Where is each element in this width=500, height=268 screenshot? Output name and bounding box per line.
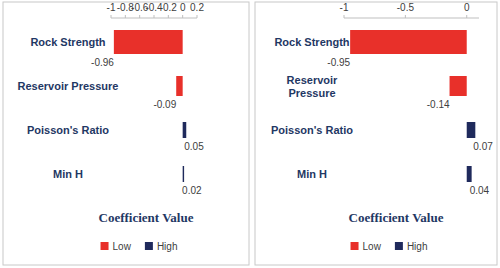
x-tick	[197, 15, 198, 18]
legend-swatch	[351, 242, 359, 250]
legend-label: High	[157, 241, 178, 252]
legend-swatch	[101, 242, 109, 250]
category-label: Min H	[53, 168, 83, 180]
x-axis-title: Coefficient Value	[349, 210, 444, 225]
x-axis-title: Coefficient Value	[99, 210, 194, 225]
category-label: Poisson's Ratio	[271, 124, 353, 136]
bar	[176, 76, 182, 96]
bar	[183, 166, 184, 182]
chart-panel: -1 -0.5 0 Rock Strength ReservoirPressure Poi…	[255, 2, 497, 265]
x-tick	[139, 15, 140, 18]
legend: Low High	[351, 241, 428, 252]
panel-frame	[255, 2, 497, 265]
x-tick-label: -0.2	[160, 2, 178, 13]
x-tick-label: -0.5	[397, 2, 415, 13]
data-labels: -0.96 -0.09 0.05 0.02	[91, 57, 204, 196]
data-label: -0.09	[153, 99, 176, 110]
data-label: -0.95	[327, 57, 350, 68]
data-label: 0.02	[182, 185, 202, 196]
x-tick	[154, 15, 155, 18]
category-label: Rock Strength	[30, 36, 105, 48]
bar	[350, 30, 467, 54]
data-labels: -0.95 -0.14 0.07 0.04	[327, 57, 493, 196]
x-tick	[466, 15, 467, 18]
category-label: Poisson's Ratio	[27, 124, 109, 136]
legend-label: High	[407, 241, 428, 252]
data-label: 0.07	[473, 141, 493, 152]
bar	[114, 30, 183, 54]
x-tick-label: 0.2	[190, 2, 204, 13]
legend-label: Low	[363, 241, 382, 252]
bar	[467, 166, 472, 182]
category-label: Rock Strength	[274, 36, 349, 48]
bars	[350, 30, 475, 182]
category-label: Min H	[297, 168, 327, 180]
chart-panel: -1-0.8-0.6-0.4-0.200.2Rock StrengthReser…	[3, 2, 249, 265]
x-axis-line	[344, 18, 479, 19]
x-tick	[405, 15, 406, 18]
panel-frame	[3, 2, 249, 265]
data-label: 0.04	[470, 185, 490, 196]
category-label: ReservoirPressure	[287, 74, 338, 99]
bar	[467, 122, 476, 138]
x-tick-label: -1	[340, 2, 349, 13]
data-label: -0.14	[427, 99, 450, 110]
category-label: Reservoir Pressure	[18, 80, 119, 92]
data-label: 0.05	[184, 141, 204, 152]
data-label: -0.96	[91, 57, 114, 68]
x-tick-label: 0	[180, 2, 186, 13]
legend-label: Low	[113, 241, 132, 252]
x-tick-label: 0	[464, 2, 470, 13]
legend-swatch	[395, 242, 403, 250]
x-tick	[344, 15, 345, 18]
bar	[450, 76, 467, 96]
x-tick	[125, 15, 126, 18]
figure: -1-0.8-0.6-0.4-0.200.2Rock StrengthReser…	[0, 0, 500, 268]
x-tick-label: -1	[107, 2, 116, 13]
legend: Low High	[101, 241, 178, 252]
x-tick	[182, 15, 183, 18]
legend-swatch	[145, 242, 153, 250]
x-tick	[168, 15, 169, 18]
x-tick	[111, 15, 112, 18]
bars	[114, 30, 186, 182]
bar	[183, 122, 187, 138]
